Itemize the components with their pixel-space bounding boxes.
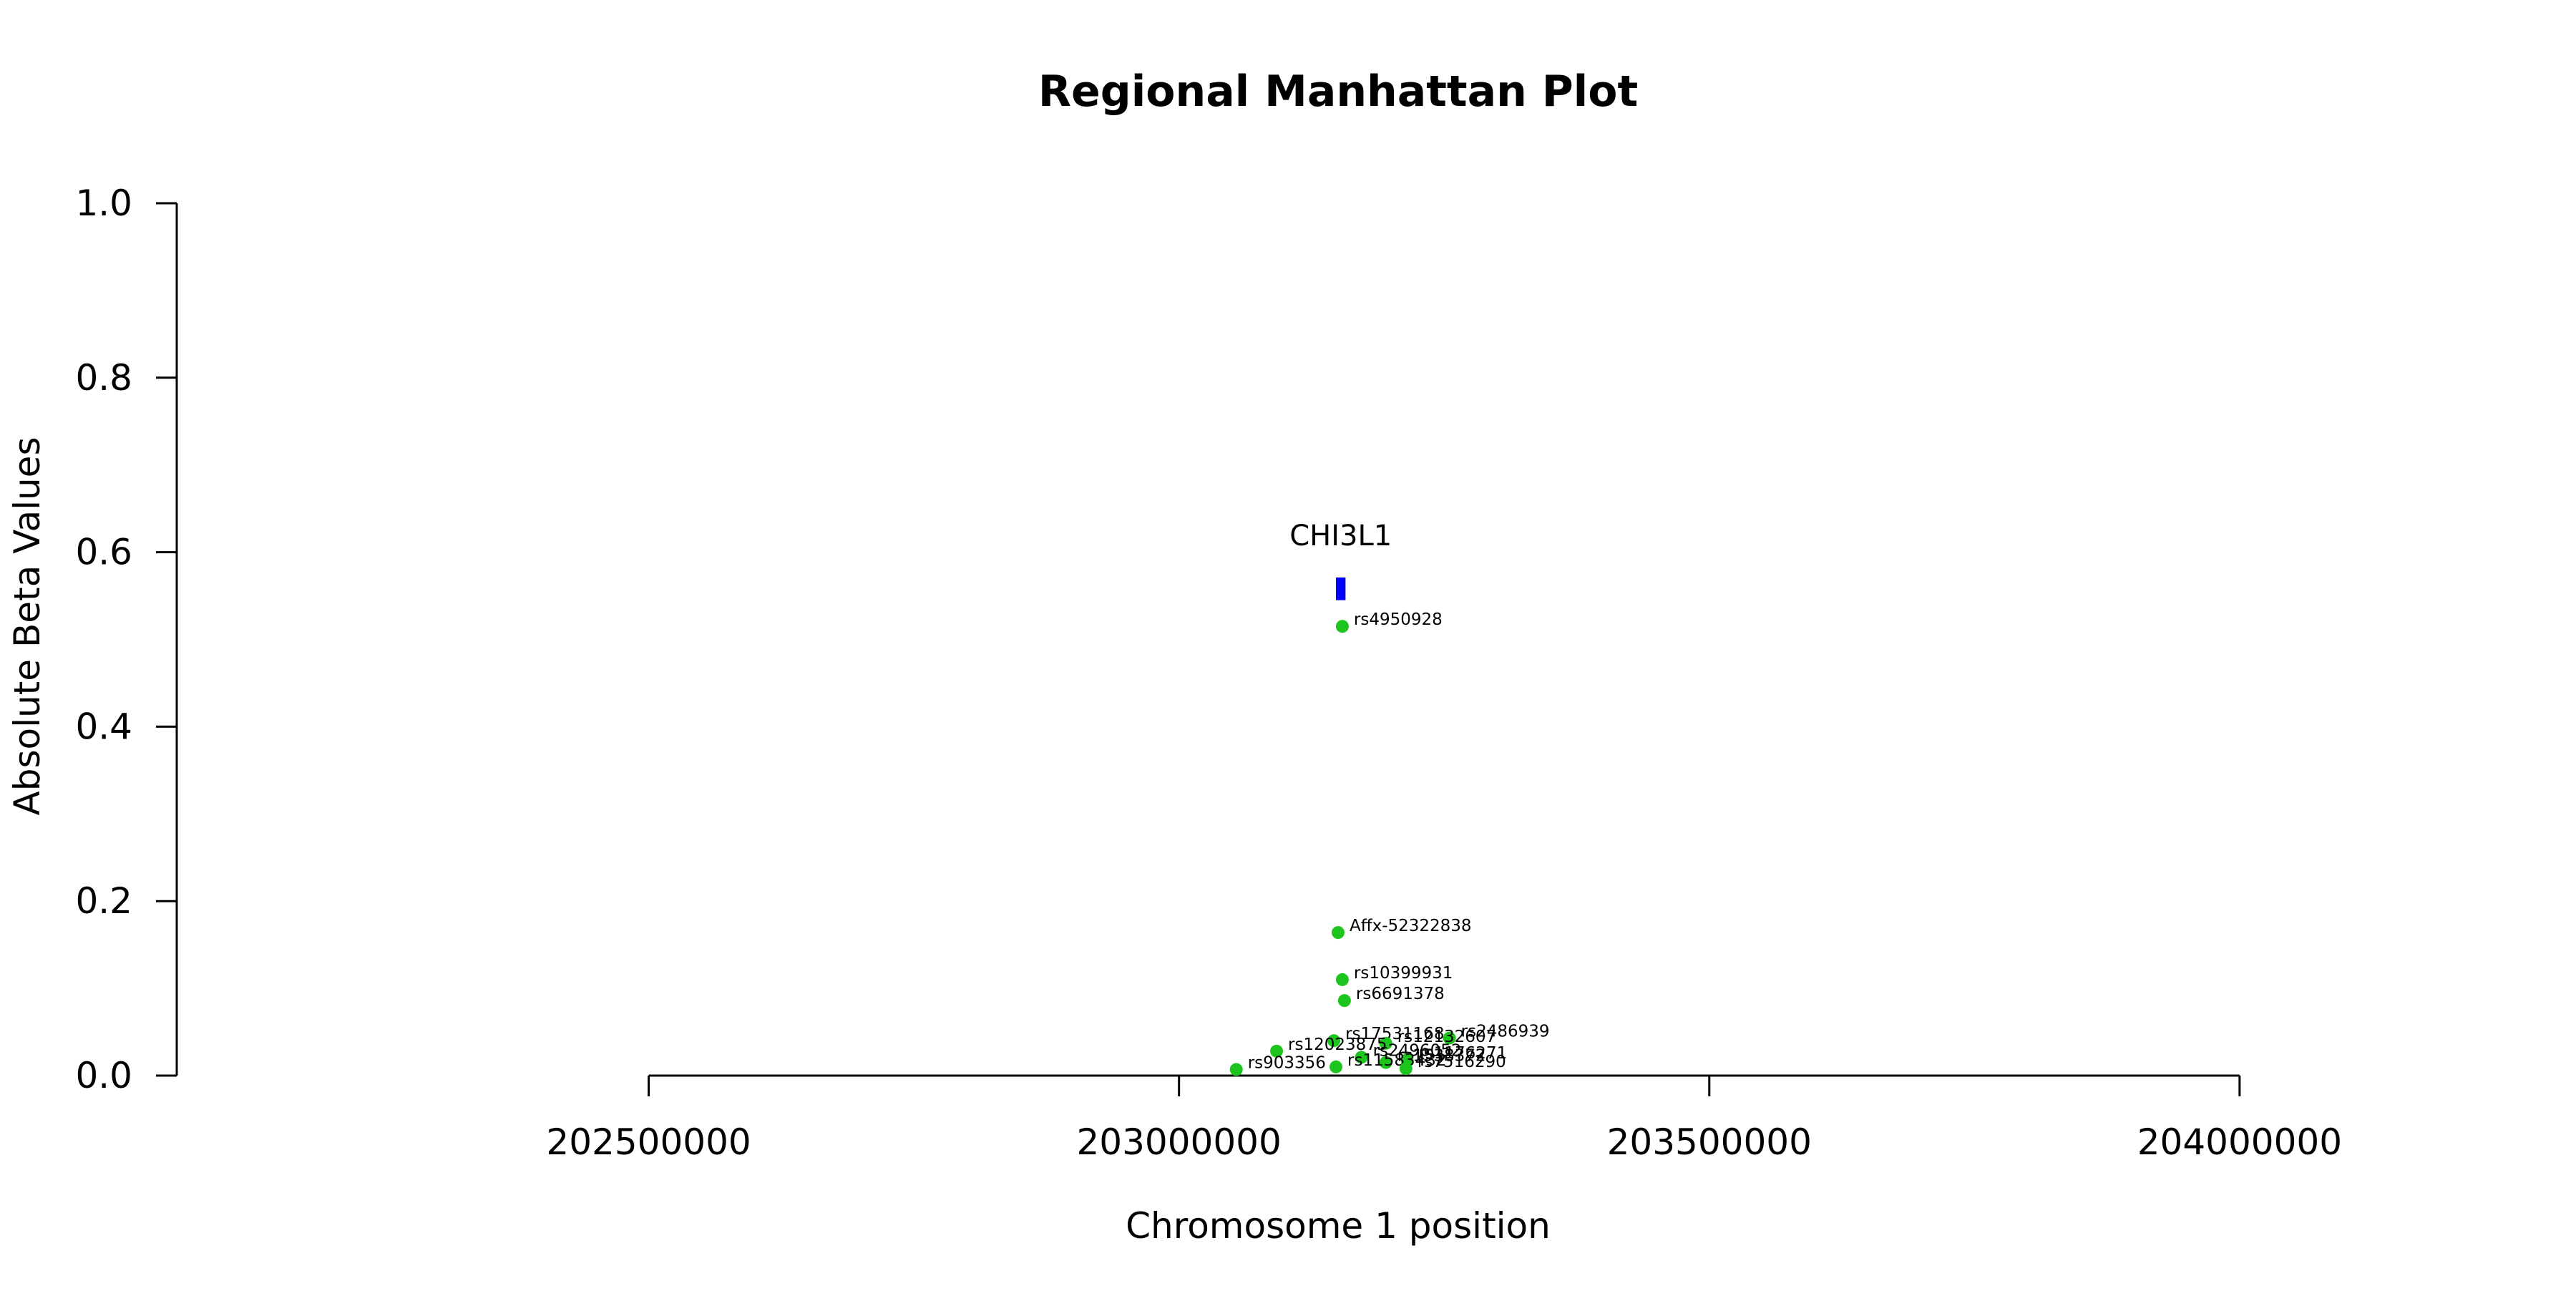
y-tick-label: 0.2 [75, 880, 132, 922]
data-point [1335, 973, 1349, 986]
x-tick-label: 203500000 [1607, 1121, 1812, 1163]
point-label: rs2486939 [1461, 1023, 1550, 1041]
data-point [1379, 1036, 1392, 1050]
x-axis-label: Chromosome 1 position [1126, 1205, 1551, 1247]
point-label: rs10399931 [1354, 964, 1453, 983]
chart-title: Regional Manhattan Plot [1038, 67, 1638, 117]
plot-area: 0.0 0.2 0.4 0.6 0.8 1.0 202500000 203000000 2035… [75, 182, 2342, 1163]
y-tick-label: 0.8 [75, 357, 132, 399]
x-tick-label: 202500000 [546, 1121, 751, 1163]
gene-label: CHI3L1 [1289, 520, 1392, 552]
x-tick-label: 203000000 [1077, 1121, 1282, 1163]
point-label: rs903356 [1248, 1053, 1326, 1072]
point-label: rs6691378 [1356, 985, 1445, 1003]
y-axis-label: Absolute Beta Values [6, 437, 48, 816]
point-label: rs1176271 [1418, 1044, 1507, 1063]
data-point [1332, 926, 1345, 940]
data-point [1270, 1044, 1284, 1058]
x-tick-label: 204000000 [2137, 1121, 2342, 1163]
point-label: Affx-52322838 [1350, 917, 1472, 935]
data-point [1379, 1056, 1392, 1069]
y-tick-label: 1.0 [75, 182, 132, 224]
y-tick-label: 0.4 [75, 706, 132, 747]
y-tick-label: 0.0 [75, 1055, 132, 1096]
point-label: rs12023875 [1288, 1036, 1387, 1054]
y-tick-label: 0.6 [75, 532, 132, 573]
point-label: rs12132607 [1397, 1028, 1497, 1046]
point-label: rs4950928 [1354, 610, 1443, 629]
point-label: rs7516290 [1418, 1053, 1506, 1071]
data-point [1335, 620, 1349, 633]
data-point [1327, 1034, 1341, 1048]
data-point [1355, 1051, 1368, 1064]
point-label: rs17531168 [1345, 1025, 1445, 1043]
gene-bar [1336, 577, 1346, 600]
data-point [1229, 1063, 1243, 1076]
data-point [1337, 994, 1351, 1008]
data-point [1330, 1060, 1343, 1073]
data-point [1399, 1062, 1413, 1076]
point-label: rs11583432 [1347, 1051, 1447, 1070]
data-point [1443, 1031, 1456, 1045]
